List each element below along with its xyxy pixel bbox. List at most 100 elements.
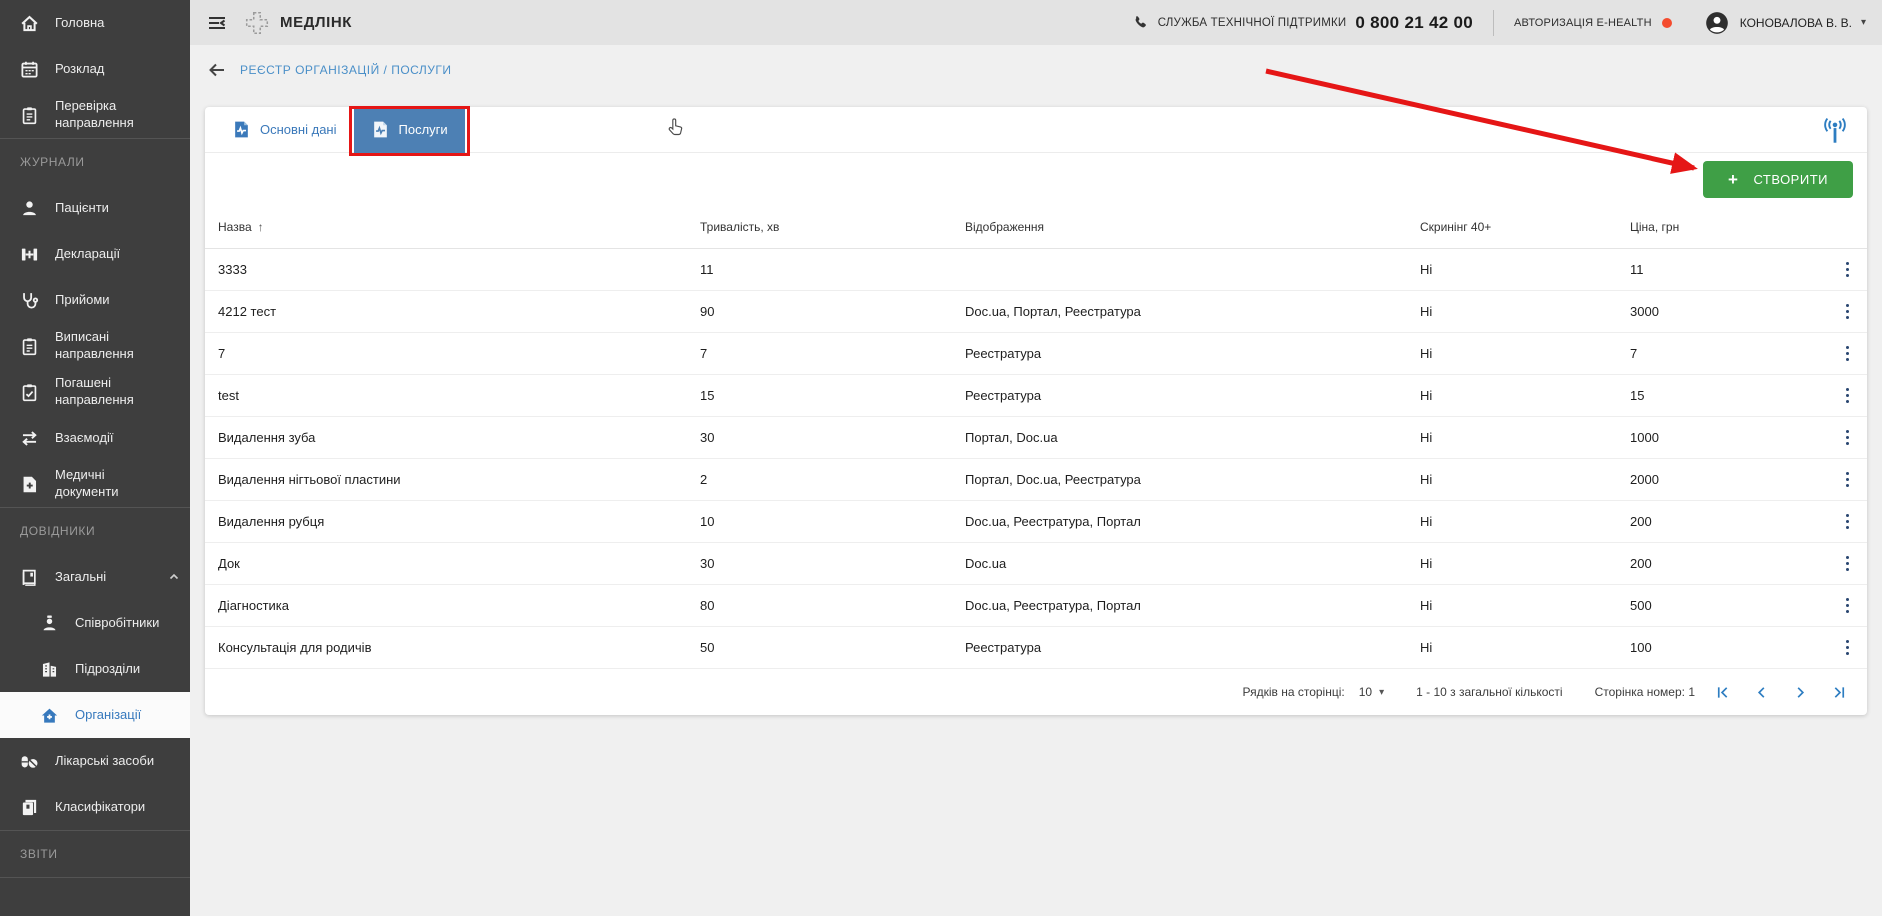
sidebar-item-redeemed-referrals[interactable]: Погашені направлення — [0, 369, 190, 415]
column-header-price[interactable]: Ціна, грн — [1630, 219, 1680, 234]
tab-services[interactable]: Послуги — [348, 105, 470, 156]
back-arrow-icon[interactable] — [207, 60, 227, 80]
plus-icon: + — [1728, 170, 1739, 189]
kebab-menu-icon[interactable] — [1838, 299, 1858, 325]
breadcrumb[interactable]: РЕЄСТР ОРГАНІЗАЦІЙ / ПОСЛУГИ — [240, 63, 452, 77]
cell: Ні — [1420, 262, 1433, 277]
sidebar-item-label: Співробітники — [75, 614, 160, 630]
user-menu-caret-icon[interactable]: ▾ — [1860, 17, 1866, 28]
sidebar-item-departments[interactable]: Підрозділи — [0, 646, 190, 692]
table-row[interactable]: 7 7 Реестратура Ні 7 — [205, 333, 1867, 375]
sidebar-item-classifiers[interactable]: Класифікатори — [0, 784, 190, 830]
sidebar-item-label: Лікарські засоби — [55, 752, 155, 768]
kebab-menu-icon[interactable] — [1838, 383, 1858, 409]
tab-main-data[interactable]: Основні дані — [215, 107, 354, 153]
column-header-name[interactable]: Назва ↑ — [218, 219, 264, 234]
sidebar-item-general[interactable]: Загальні — [0, 554, 190, 600]
books-icon — [20, 798, 39, 817]
cell: Doc.ua, Портал, Реестратура — [965, 304, 1141, 319]
ehealth-status-dot — [1661, 17, 1672, 28]
brand-name: МЕДЛІНК — [280, 14, 353, 31]
first-page-button[interactable] — [1710, 680, 1734, 704]
sidebar-item-medical-documents[interactable]: Медичні документи — [0, 461, 190, 507]
user-name[interactable]: КОНОВАЛОВА В. В. — [1739, 15, 1852, 30]
sidebar-item-label: Декларації — [55, 245, 121, 261]
ehealth-auth-link[interactable]: АВТОРИЗАЦІЯ E-HEALTH — [1514, 16, 1652, 29]
previous-page-button[interactable] — [1749, 680, 1773, 704]
column-header-duration[interactable]: Тривалість, хв — [700, 219, 780, 234]
create-button[interactable]: + СТВОРИТИ — [1703, 161, 1853, 198]
column-header-display[interactable]: Відображення — [965, 219, 1045, 234]
table-row[interactable]: Видалення нігтьової пластини 2 Портал, Doc… — [205, 459, 1867, 501]
table-row[interactable]: Видалення рубця 10 Doc.ua, Реестратура, По… — [205, 501, 1867, 543]
user-avatar[interactable] — [1704, 10, 1730, 36]
phone-icon — [1133, 15, 1148, 30]
cell: 80 — [700, 598, 715, 613]
kebab-menu-icon[interactable] — [1838, 257, 1858, 283]
sidebar-section-label: ЗВІТИ — [20, 847, 58, 861]
sidebar-item-label: Класифікатори — [55, 798, 146, 814]
cell: 500 — [1630, 598, 1652, 613]
kebab-menu-icon[interactable] — [1838, 593, 1858, 619]
cell: 100 — [1630, 640, 1652, 655]
sidebar-item-label: Підрозділи — [75, 660, 141, 676]
cell: Ні — [1420, 640, 1433, 655]
cell: Ні — [1420, 556, 1433, 571]
tab-bar: Основні дані Послуги — [205, 105, 1867, 156]
kebab-menu-icon[interactable] — [1838, 635, 1858, 661]
cell: Портал, Doc.ua, Реестратура — [965, 472, 1141, 487]
kebab-menu-icon[interactable] — [1838, 425, 1858, 451]
topbar-right: СЛУЖБА ТЕХНІЧНОЇ ПІДТРИМКИ 0 800 21 42 0… — [1133, 9, 1866, 36]
cell: Ні — [1420, 598, 1433, 613]
sidebar-item-organizations[interactable]: Організації — [0, 692, 190, 738]
table-row[interactable]: Діагностика 80 Doc.ua, Реестратура, Портал… — [205, 585, 1867, 627]
last-page-button[interactable] — [1827, 680, 1851, 704]
table-row[interactable]: test 15 Реестратура Ні 15 — [205, 375, 1867, 417]
kebab-menu-icon[interactable] — [1838, 509, 1858, 535]
sidebar-item-label: Організації — [75, 706, 142, 722]
column-header-screening[interactable]: Скринінг 40+ — [1420, 219, 1492, 234]
kebab-menu-icon[interactable] — [1838, 551, 1858, 577]
document-plus-icon — [20, 475, 39, 494]
sidebar-item-medications[interactable]: Лікарські засоби — [0, 738, 190, 784]
table-row[interactable]: Док 30 Doc.ua Ні 200 — [205, 543, 1867, 585]
kebab-menu-icon[interactable] — [1838, 467, 1858, 493]
sidebar-item-referral-check[interactable]: Перевірка направлення — [0, 92, 190, 138]
sidebar-item-home[interactable]: Головна — [0, 0, 190, 46]
sidebar-item-employees[interactable]: Співробітники — [0, 600, 190, 646]
rows-per-page-value: 10 — [1358, 685, 1373, 699]
kebab-menu-icon[interactable] — [1838, 341, 1858, 367]
cell: 15 — [1630, 388, 1645, 403]
table-row[interactable]: 3333 11 Ні 11 — [205, 249, 1867, 291]
table-row[interactable]: Видалення зуба 30 Портал, Doc.ua Ні 1000 — [205, 417, 1867, 459]
sidebar-item-interactions[interactable]: Взаємодії — [0, 415, 190, 461]
services-card: Основні дані Послуги + СТВОРИТИ Назва ↑ Т… — [205, 105, 1867, 715]
sidebar-item-label: Виписані направлення — [55, 329, 134, 361]
broadcast-antenna-icon[interactable] — [1821, 116, 1849, 146]
sidebar-section-label: ЖУРНАЛИ — [20, 155, 85, 169]
cell: 7 — [218, 346, 226, 361]
cell: Doc.ua, Реестратура, Портал — [965, 514, 1141, 529]
sidebar-divider — [0, 507, 190, 508]
sidebar-item-label: Головна — [55, 14, 105, 30]
sidebar-item-schedule[interactable]: Розклад — [0, 46, 190, 92]
cell: Ні — [1420, 388, 1433, 403]
clipboard-done-icon — [20, 383, 39, 402]
collapse-menu-icon[interactable] — [206, 12, 228, 34]
cell: Видалення рубця — [218, 514, 325, 529]
next-page-button[interactable] — [1788, 680, 1812, 704]
home-icon — [20, 14, 39, 33]
rows-per-page-select[interactable]: 10 ▾ — [1359, 685, 1384, 699]
medlink-logo-icon — [244, 10, 270, 36]
sidebar-item-patients[interactable]: Пацієнти — [0, 185, 190, 231]
table-row[interactable]: Консультація для родичів 50 Реестратура Ні 1… — [205, 627, 1867, 669]
cell: 200 — [1630, 556, 1652, 571]
sidebar-item-declarations[interactable]: Декларації — [0, 231, 190, 277]
sidebar-item-label: Розклад — [55, 60, 105, 76]
sidebar-item-appointments[interactable]: Прийоми — [0, 277, 190, 323]
sidebar-divider — [0, 138, 190, 139]
cell: Ні — [1420, 514, 1433, 529]
declaration-icon — [20, 245, 39, 264]
sidebar-item-issued-referrals[interactable]: Виписані направлення — [0, 323, 190, 369]
table-row[interactable]: 4212 тест 90 Doc.ua, Портал, Реестратура Ні… — [205, 291, 1867, 333]
